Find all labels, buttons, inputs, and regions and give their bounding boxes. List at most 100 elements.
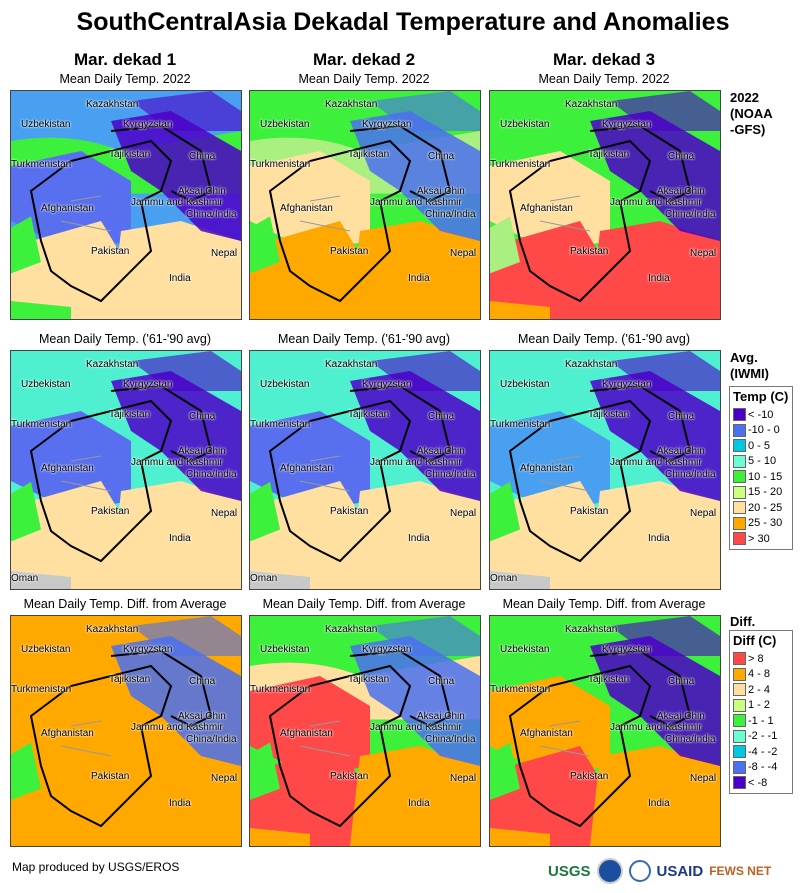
panel-subtitle: Mean Daily Temp. 2022 [538,72,670,86]
map-raster [250,91,480,319]
place-label-nepal: Nepal [450,773,477,784]
place-label-nepal: Nepal [690,773,717,784]
legend-label: > 30 [748,532,770,545]
row-label-line: (IWMI) [730,366,769,381]
row-label-line: -GFS) [730,122,766,137]
place-label-nepal: Nepal [450,248,477,259]
place-label-afghanistan: Afghanistan [280,463,333,474]
legend-label: 25 - 30 [748,517,783,530]
legend-swatch [733,745,746,759]
place-label-aksai-chin: Aksai Chin [657,446,705,457]
place-label-tajikistan: Tajikistan [588,149,630,160]
place-label-aksai-chin: Aksai Chin [417,446,465,457]
place-label-aksai-chin: Aksai Chin [178,711,226,722]
row-label-line: (NOAA [730,106,773,121]
place-label-aksai-chin: Aksai Chin [657,186,705,197]
legend-label: 4 - 8 [748,668,771,681]
place-label-pakistan: Pakistan [330,246,369,257]
place-label-kazakhstan: Kazakhstan [86,99,139,110]
legend-label: -8 - -4 [748,761,778,774]
legend-item: 1 - 2 [733,698,789,714]
place-label-afghanistan: Afghanistan [41,203,94,214]
column-header-dekad-1: Mar. dekad 1 [73,50,177,69]
map-panel: Kazakhstan Uzbekistan Kyrgyzstan Tajikistan… [489,350,721,590]
place-label-china: China [668,411,695,422]
place-label-india: India [648,273,670,284]
place-label-jammu-kashmir: Jammu and Kashmir [131,457,223,468]
panel-subtitle: Mean Daily Temp. ('61-'90 avg) [518,332,690,346]
legend-label: < -10 [748,408,774,421]
legend-title: Diff (C) [733,633,777,648]
legend-label: 1 - 2 [748,699,771,712]
place-label-pakistan: Pakistan [570,506,609,517]
place-label-kyrgyzstan: Kyrgyzstan [123,119,173,130]
credit-text: Map produced by USGS/EROS [12,860,180,874]
place-label-china: China [189,676,216,687]
map-panel: Kazakhstan Uzbekistan Kyrgyzstan Tajikistan… [10,350,242,590]
place-label-china-india: China/India [665,734,716,745]
place-label-pakistan: Pakistan [91,246,130,257]
panel-subtitle: Mean Daily Temp. ('61-'90 avg) [39,332,211,346]
place-label-china-india: China/India [425,734,476,745]
place-label-kazakhstan: Kazakhstan [565,99,618,110]
legend-swatch [733,532,746,546]
place-label-kazakhstan: Kazakhstan [86,359,139,370]
place-label-china-india: China/India [425,469,476,480]
fewsnet-logo: FEWS NET [709,864,772,878]
place-label-pakistan: Pakistan [570,246,609,257]
legend-swatch [733,760,746,774]
legend-swatch [733,439,746,453]
place-label-kazakhstan: Kazakhstan [325,624,378,635]
place-label-nepal: Nepal [690,508,717,519]
map-raster [490,616,720,846]
place-label-turkmenistan: Turkmenistan [490,684,551,695]
usgs-logo: USGS [548,862,591,880]
column-header-dekad-2: Mar. dekad 2 [312,50,416,69]
place-label-afghanistan: Afghanistan [280,728,333,739]
row-label-line: Diff. [730,614,756,629]
place-label-aksai-chin: Aksai Chin [178,446,226,457]
place-label-uzbekistan: Uzbekistan [500,644,550,655]
place-label-afghanistan: Afghanistan [41,463,94,474]
legend-swatch [733,652,746,666]
place-label-india: India [169,273,191,284]
place-label-kyrgyzstan: Kyrgyzstan [362,379,412,390]
place-label-india: India [648,533,670,544]
legend-swatch [733,776,746,790]
place-label-turkmenistan: Turkmenistan [250,419,311,430]
legend-item: 20 - 25 [733,500,789,516]
map-raster [11,616,241,846]
legend-swatch [733,729,746,743]
legend-item: 25 - 30 [733,516,789,532]
place-label-india: India [169,533,191,544]
place-label-pakistan: Pakistan [330,771,369,782]
place-label-china: China [189,411,216,422]
place-label-china-india: China/India [186,209,237,220]
legend-item: 10 - 15 [733,469,789,485]
figure-title: SouthCentralAsia Dekadal Temperature and… [76,8,730,36]
place-label-jammu-kashmir: Jammu and Kashmir [131,197,223,208]
legend-item: -4 - -2 [733,744,789,760]
place-label-oman: Oman [490,573,518,584]
legend-item: 0 - 5 [733,438,789,454]
place-label-oman: Oman [250,573,278,584]
place-label-china-india: China/India [186,469,237,480]
place-label-tajikistan: Tajikistan [109,409,151,420]
place-label-turkmenistan: Turkmenistan [250,159,311,170]
place-label-uzbekistan: Uzbekistan [500,379,550,390]
place-label-nepal: Nepal [211,248,238,259]
legend-swatch [733,423,746,437]
place-label-china-india: China/India [425,209,476,220]
place-label-aksai-chin: Aksai Chin [417,186,465,197]
place-label-jammu-kashmir: Jammu and Kashmir [610,722,702,733]
map-panel: Kazakhstan Uzbekistan Kyrgyzstan Tajikistan… [249,615,481,847]
legend-item: 2 - 4 [733,682,789,698]
place-label-afghanistan: Afghanistan [41,728,94,739]
legend-label: -2 - -1 [748,730,778,743]
legend-label: -1 - 1 [748,714,774,727]
place-label-turkmenistan: Turkmenistan [490,159,551,170]
place-label-china-india: China/India [665,469,716,480]
place-label-uzbekistan: Uzbekistan [500,119,550,130]
place-label-china-india: China/India [665,209,716,220]
